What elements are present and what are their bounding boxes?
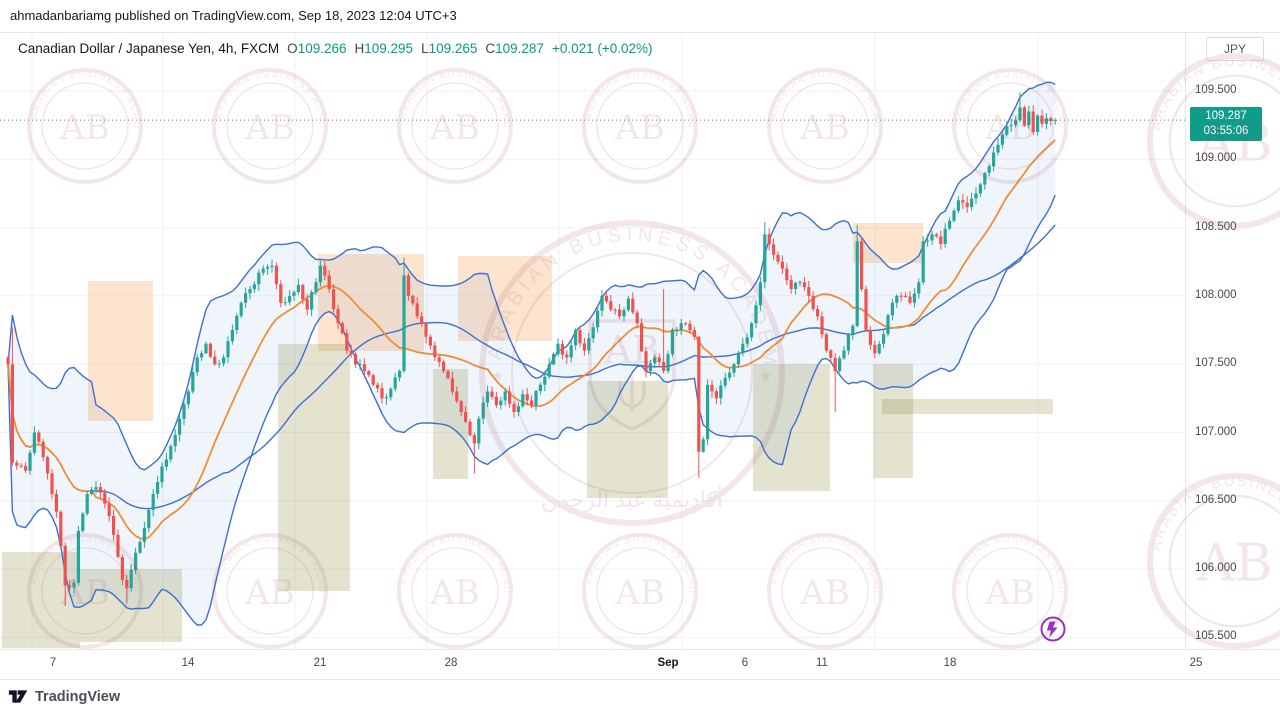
price-tick: 108.500 <box>1195 220 1237 233</box>
time-tick: 18 <box>943 657 957 669</box>
time-scale[interactable]: 7 14 21 28 Sep 6 11 18 25 <box>0 649 1280 679</box>
time-tick: 7 <box>49 657 57 669</box>
time-tick: 11 <box>816 657 828 669</box>
price-tick: 106.500 <box>1195 493 1237 506</box>
chart-panel: Canadian Dollar / Japanese Yen, 4h, FXCM… <box>0 32 1280 680</box>
time-tick: 6 <box>741 657 749 669</box>
slow-ma-line <box>7 224 1056 510</box>
time-tick: 25 <box>1189 657 1203 669</box>
chart-plot-area[interactable] <box>0 33 1185 649</box>
bollinger-upper-line <box>7 81 1056 471</box>
tradingview-brand: TradingView <box>35 688 121 705</box>
bollinger-lower-line <box>7 194 1056 626</box>
ohlc-close: C109.287 <box>485 41 544 56</box>
price-change: +0.021 (+0.02%) <box>551 41 653 56</box>
tradingview-footer[interactable]: TradingView <box>8 686 120 707</box>
price-tick: 109.000 <box>1195 152 1237 165</box>
tradingview-logo-icon <box>8 690 28 703</box>
bar-countdown: 03:55:06 <box>1203 125 1249 138</box>
symbol-legend[interactable]: Canadian Dollar / Japanese Yen, 4h, FXCM… <box>18 41 653 56</box>
price-tick: 106.000 <box>1195 562 1237 575</box>
price-scale[interactable]: JPY 109.287 03:55:06 109.500 109.000 108.5… <box>1185 33 1280 649</box>
last-price-value: 109.287 <box>1205 110 1247 123</box>
ohlc-open: O109.266 <box>287 41 347 56</box>
last-price-label: 109.287 03:55:06 <box>1190 107 1262 142</box>
time-tick: 21 <box>313 657 327 669</box>
ohlc-low: L109.265 <box>421 41 478 56</box>
candles-up <box>28 92 1057 594</box>
time-tick: 28 <box>444 657 458 669</box>
bollinger-fill <box>8 82 1056 626</box>
lightning-bolt-icon[interactable] <box>1040 616 1066 642</box>
chart-canvas[interactable] <box>0 33 1185 649</box>
time-tick: Sep <box>657 657 679 669</box>
publish-bar: ahmadanbariamg published on TradingView.… <box>0 0 1280 32</box>
price-tick: 108.000 <box>1195 288 1237 301</box>
publish-info: ahmadanbariamg published on TradingView.… <box>10 8 457 23</box>
price-tick: 107.500 <box>1195 357 1237 370</box>
ohlc-high: H109.295 <box>354 41 414 56</box>
symbol-title: Canadian Dollar / Japanese Yen, 4h, FXCM <box>18 41 280 56</box>
price-tick: 109.500 <box>1195 84 1237 96</box>
price-tick: 107.000 <box>1195 425 1237 438</box>
currency-button[interactable]: JPY <box>1206 37 1264 61</box>
price-tick: 105.500 <box>1195 630 1237 643</box>
time-tick: 14 <box>181 657 195 669</box>
